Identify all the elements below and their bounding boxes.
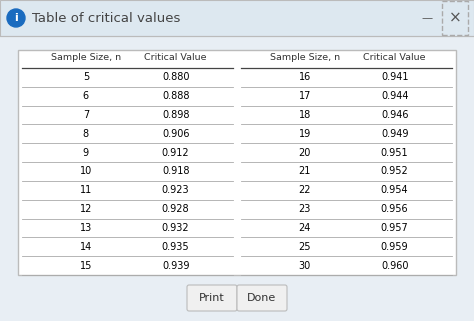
Text: Print: Print bbox=[199, 293, 225, 303]
Text: 19: 19 bbox=[299, 129, 311, 139]
Text: 0.935: 0.935 bbox=[162, 242, 190, 252]
Text: 0.923: 0.923 bbox=[162, 185, 190, 195]
Text: 0.918: 0.918 bbox=[162, 167, 190, 177]
Text: 23: 23 bbox=[299, 204, 311, 214]
Text: ×: × bbox=[448, 11, 461, 25]
Text: 22: 22 bbox=[299, 185, 311, 195]
Text: 0.880: 0.880 bbox=[162, 73, 190, 82]
Text: 15: 15 bbox=[80, 261, 92, 271]
Text: 17: 17 bbox=[299, 91, 311, 101]
Text: 0.960: 0.960 bbox=[381, 261, 409, 271]
Text: 11: 11 bbox=[80, 185, 92, 195]
Text: 0.939: 0.939 bbox=[162, 261, 190, 271]
Text: 12: 12 bbox=[80, 204, 92, 214]
Text: 16: 16 bbox=[299, 73, 311, 82]
Text: 9: 9 bbox=[83, 148, 89, 158]
Text: 18: 18 bbox=[299, 110, 311, 120]
Text: 0.928: 0.928 bbox=[162, 204, 190, 214]
Text: 6: 6 bbox=[83, 91, 89, 101]
Text: 0.951: 0.951 bbox=[381, 148, 409, 158]
Text: 0.956: 0.956 bbox=[381, 204, 409, 214]
Text: i: i bbox=[14, 13, 18, 23]
FancyBboxPatch shape bbox=[237, 285, 287, 311]
Circle shape bbox=[7, 9, 25, 27]
Text: 0.957: 0.957 bbox=[381, 223, 409, 233]
FancyBboxPatch shape bbox=[0, 0, 474, 36]
Text: Critical Value: Critical Value bbox=[145, 53, 207, 62]
FancyBboxPatch shape bbox=[0, 36, 474, 321]
Text: Done: Done bbox=[247, 293, 277, 303]
Text: 8: 8 bbox=[83, 129, 89, 139]
Text: 7: 7 bbox=[83, 110, 89, 120]
Text: Table of critical values: Table of critical values bbox=[32, 12, 181, 24]
Text: 0.949: 0.949 bbox=[381, 129, 409, 139]
FancyBboxPatch shape bbox=[18, 50, 456, 275]
Text: 0.912: 0.912 bbox=[162, 148, 190, 158]
Text: 14: 14 bbox=[80, 242, 92, 252]
Text: 25: 25 bbox=[299, 242, 311, 252]
Text: 0.959: 0.959 bbox=[381, 242, 409, 252]
Text: 20: 20 bbox=[299, 148, 311, 158]
Text: 10: 10 bbox=[80, 167, 92, 177]
Text: 0.906: 0.906 bbox=[162, 129, 190, 139]
FancyBboxPatch shape bbox=[187, 285, 237, 311]
Text: 24: 24 bbox=[299, 223, 311, 233]
Text: —: — bbox=[421, 13, 433, 23]
Text: 5: 5 bbox=[83, 73, 89, 82]
FancyBboxPatch shape bbox=[442, 1, 468, 35]
Text: 13: 13 bbox=[80, 223, 92, 233]
Text: 0.954: 0.954 bbox=[381, 185, 409, 195]
Text: 0.946: 0.946 bbox=[381, 110, 409, 120]
Text: 30: 30 bbox=[299, 261, 311, 271]
Text: 0.941: 0.941 bbox=[381, 73, 409, 82]
Text: 0.944: 0.944 bbox=[381, 91, 409, 101]
Text: Sample Size, n: Sample Size, n bbox=[270, 53, 340, 62]
Text: 0.888: 0.888 bbox=[162, 91, 190, 101]
Text: 21: 21 bbox=[299, 167, 311, 177]
Text: 0.898: 0.898 bbox=[162, 110, 190, 120]
Text: Critical Value: Critical Value bbox=[364, 53, 426, 62]
Text: 0.932: 0.932 bbox=[162, 223, 190, 233]
Text: Sample Size, n: Sample Size, n bbox=[51, 53, 121, 62]
Text: 0.952: 0.952 bbox=[381, 167, 409, 177]
